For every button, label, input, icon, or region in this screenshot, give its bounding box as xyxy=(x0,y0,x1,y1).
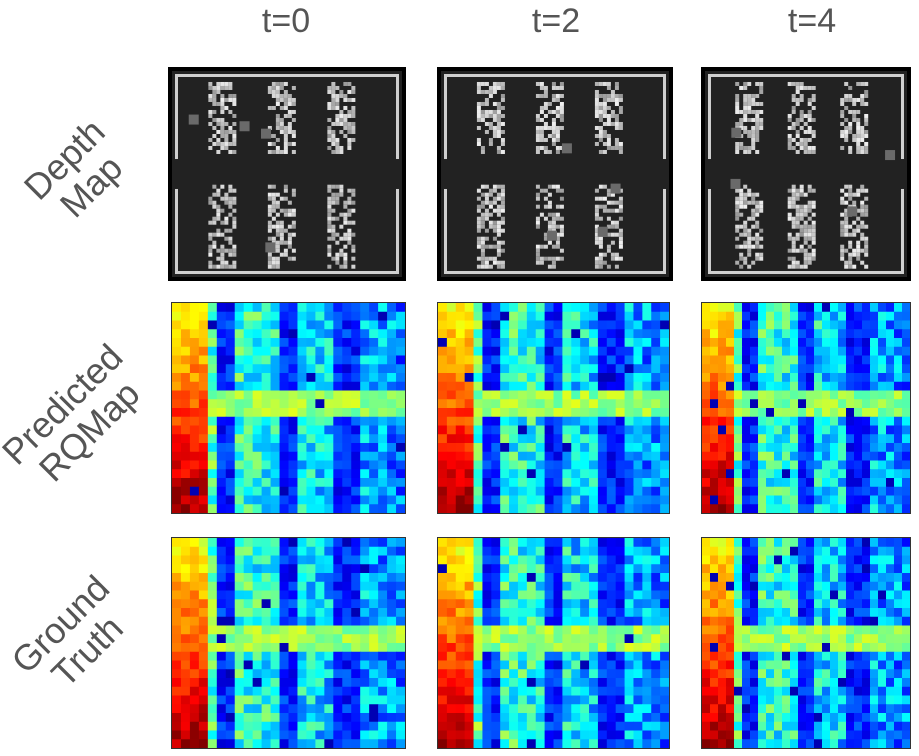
depth-map-t0 xyxy=(168,67,406,281)
depth-border-right-lower xyxy=(396,188,399,274)
depth-border-left-upper xyxy=(175,74,178,160)
depth-border-left-upper xyxy=(444,74,447,160)
depth-agent xyxy=(188,114,199,125)
depth-agent xyxy=(730,178,741,189)
depth-agent xyxy=(546,230,557,241)
depth-border-left-lower xyxy=(708,188,711,274)
depth-border-left-lower xyxy=(444,188,447,274)
row-label-ground-truth: Ground Truth xyxy=(0,540,172,735)
ground-truth-t0 xyxy=(171,537,406,749)
predicted-rqmap-t4 xyxy=(701,302,911,514)
depth-map-t2 xyxy=(437,67,673,281)
row-label-depth-map: Depth Map xyxy=(0,75,176,270)
depth-border-bottom xyxy=(175,271,399,274)
depth-agent xyxy=(885,150,896,161)
depth-border-top xyxy=(444,74,666,77)
depth-border-top xyxy=(708,74,904,77)
depth-border-bottom xyxy=(444,271,666,274)
depth-agent xyxy=(265,242,276,253)
depth-agent xyxy=(610,183,621,194)
depth-border-right-upper xyxy=(663,74,666,160)
depth-border-right-upper xyxy=(901,74,904,160)
predicted-rqmap-t2 xyxy=(437,302,670,514)
column-label-t0: t=0 xyxy=(261,2,311,40)
column-label-t2: t=2 xyxy=(531,2,581,40)
ground-truth-t2 xyxy=(437,537,670,749)
depth-border-top xyxy=(175,74,399,77)
depth-border-right-lower xyxy=(663,188,666,274)
depth-border-right-upper xyxy=(396,74,399,160)
depth-agent xyxy=(731,127,742,138)
predicted-rqmap-t0 xyxy=(171,302,406,514)
depth-agent xyxy=(260,128,271,139)
depth-map-t4 xyxy=(701,67,911,281)
depth-border-right-lower xyxy=(901,188,904,274)
depth-border-left-lower xyxy=(175,188,178,274)
depth-agent xyxy=(597,226,608,237)
depth-border-bottom xyxy=(708,271,904,274)
depth-agent xyxy=(561,143,572,154)
row-label-predicted-rqmap: Predicted RQMap xyxy=(0,320,174,515)
depth-agent xyxy=(847,206,858,217)
depth-border-left-upper xyxy=(708,74,711,160)
depth-agent xyxy=(239,121,250,132)
column-label-t4: t=4 xyxy=(787,2,837,40)
ground-truth-t4 xyxy=(701,537,911,749)
